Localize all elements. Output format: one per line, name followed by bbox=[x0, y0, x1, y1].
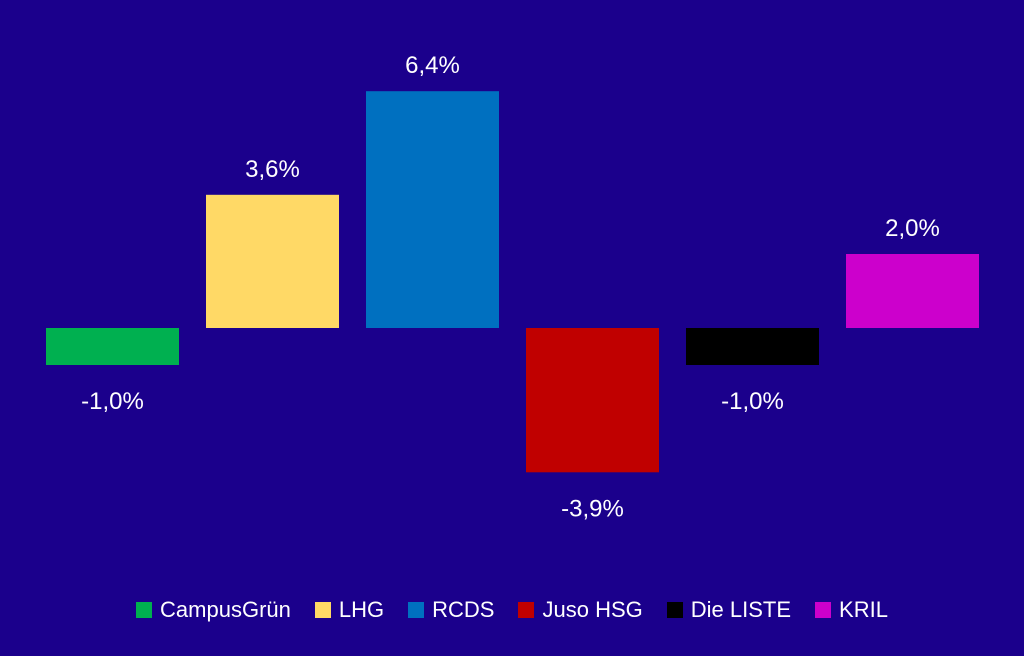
legend-swatch-0 bbox=[136, 602, 153, 618]
legend-item-5: KRIL bbox=[815, 597, 888, 623]
legend-swatch-2 bbox=[408, 602, 425, 618]
legend-item-3: Juso HSG bbox=[518, 597, 643, 623]
data-label-5: 2,0% bbox=[885, 215, 940, 242]
bar-chart: -1,0% 3,6% 6,4% -3,9% -1,0% 2,0% bbox=[46, 52, 979, 522]
data-label-4: -1,0% bbox=[721, 388, 784, 415]
legend-swatch-4 bbox=[666, 602, 683, 618]
data-label-3: -3,9% bbox=[561, 495, 624, 522]
legend: CampusGrün LHG RCDS Juso HSG Die LISTE KRIL bbox=[0, 594, 1024, 626]
legend-label-5: KRIL bbox=[839, 597, 888, 622]
legend-item-1: LHG bbox=[314, 597, 385, 623]
legend-swatch-3 bbox=[518, 602, 535, 618]
legend-item-0: CampusGrün bbox=[136, 597, 291, 623]
legend-label-0: CampusGrün bbox=[160, 597, 291, 622]
data-label-2: 6,4% bbox=[405, 52, 460, 79]
legend-label-1: LHG bbox=[338, 597, 385, 622]
bars-layer bbox=[46, 91, 979, 473]
data-labels-layer: -1,0% 3,6% 6,4% -3,9% -1,0% 2,0% bbox=[81, 52, 940, 522]
legend-item-4: Die LISTE bbox=[666, 597, 792, 623]
bar-1 bbox=[206, 194, 339, 328]
legend-swatch-1 bbox=[314, 602, 331, 618]
bar-5 bbox=[846, 254, 979, 328]
legend-label-3: Juso HSG bbox=[542, 597, 643, 622]
legend-label-4: Die LISTE bbox=[690, 597, 792, 622]
data-label-0: -1,0% bbox=[81, 388, 144, 415]
bar-4 bbox=[686, 328, 819, 365]
bar-0 bbox=[46, 328, 179, 365]
data-label-1: 3,6% bbox=[245, 156, 300, 183]
legend-label-2: RCDS bbox=[432, 597, 495, 622]
bar-2 bbox=[366, 91, 499, 328]
legend-item-2: RCDS bbox=[408, 597, 494, 623]
legend-swatch-5 bbox=[815, 602, 832, 618]
bar-3 bbox=[526, 328, 659, 473]
